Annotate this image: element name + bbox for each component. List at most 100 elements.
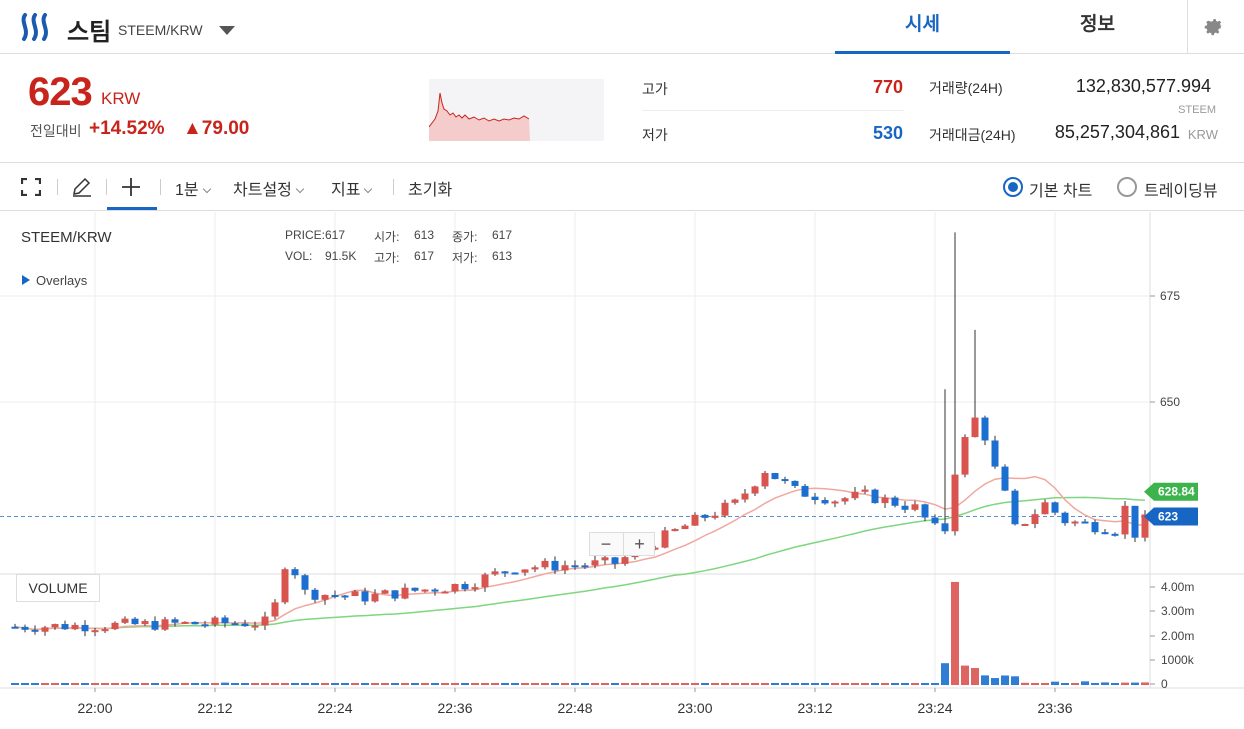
volume-bar — [131, 683, 139, 685]
crosshair-icon[interactable] — [121, 177, 141, 197]
candle-body — [381, 590, 389, 594]
candle-body — [161, 619, 169, 630]
tab-info[interactable]: 정보 — [1080, 14, 1115, 35]
chart-settings-menu[interactable]: 차트설정 — [233, 176, 305, 200]
candle-body — [441, 591, 449, 594]
volume-bar — [421, 683, 429, 685]
interval-select[interactable]: 1분 — [175, 176, 211, 200]
candle-body — [621, 557, 629, 564]
volume-bar — [1101, 682, 1109, 685]
volume-bar — [681, 683, 689, 685]
coin-select-dropdown-icon[interactable] — [219, 26, 235, 35]
volume-bar — [741, 683, 749, 685]
volume-bar — [451, 683, 459, 685]
basic-chart-radio[interactable] — [1003, 177, 1023, 197]
open-value: 613 — [414, 228, 435, 242]
time-tick-label: 23:12 — [797, 700, 832, 716]
volume-bar — [1091, 683, 1099, 685]
volume-bar — [1011, 676, 1019, 685]
tab-price[interactable]: 시세 — [835, 0, 1010, 54]
candle-body — [1061, 512, 1069, 524]
time-tick-label: 23:00 — [677, 700, 712, 716]
candle-body — [1041, 502, 1049, 515]
time-tick-label: 22:12 — [197, 700, 232, 716]
gear-icon[interactable] — [1203, 15, 1225, 37]
volume-bar — [251, 683, 259, 685]
tradingview-radio[interactable] — [1117, 177, 1137, 197]
candle-body — [1121, 505, 1129, 535]
candle-body — [1101, 532, 1109, 535]
toolbar-separator — [160, 179, 161, 195]
volume-bar — [981, 675, 989, 685]
pencil-icon[interactable] — [71, 177, 93, 197]
candle-body — [881, 497, 889, 504]
candle-body — [251, 625, 259, 628]
current-price-tag — [1144, 507, 1198, 526]
volume-bar — [1141, 682, 1149, 685]
volume-bar — [1031, 683, 1039, 685]
high-label: 고가: — [374, 251, 400, 265]
candle-body — [551, 560, 559, 571]
candle-body — [901, 505, 909, 510]
chevron-down-icon — [364, 184, 373, 194]
candle-body — [201, 624, 209, 627]
low-value: 613 — [492, 249, 513, 263]
chevron-down-icon — [295, 184, 305, 194]
candle-body — [361, 591, 369, 602]
candle-body — [1081, 521, 1089, 524]
volume-bar — [461, 683, 469, 685]
basic-chart-label[interactable]: 기본 차트 — [1029, 183, 1093, 200]
volume-bar — [641, 683, 649, 685]
candle-body — [671, 529, 679, 532]
fullscreen-icon[interactable] — [21, 178, 41, 196]
candle-body — [991, 440, 999, 467]
reset-button[interactable]: 초기화 — [408, 182, 453, 199]
candle-body — [1031, 514, 1039, 524]
stat-separator — [642, 110, 904, 111]
tradingview-label[interactable]: 트레이딩뷰 — [1144, 183, 1218, 200]
close-label: 종가: — [452, 230, 478, 244]
candle-body — [731, 499, 739, 503]
candle-body — [971, 417, 979, 438]
chart-settings-label: 차트설정 — [233, 182, 292, 199]
candle-body — [601, 557, 609, 561]
candle-body — [1071, 521, 1079, 524]
volume-bar — [1121, 682, 1129, 685]
chart-toolbar: 1분 차트설정 지표 초기화 기본 차트 트레이딩뷰 — [0, 164, 1244, 211]
chart-area[interactable]: 650 675 4.00m 3.00m 2.00m 1000k 0 22:00 22:12 22:… — [0, 212, 1244, 729]
volume-bar — [861, 683, 869, 685]
candle-body — [961, 437, 969, 475]
zoom-out-button[interactable]: − — [600, 534, 612, 554]
change-amount: ▲79.00 — [183, 118, 250, 139]
candle-body — [31, 629, 39, 632]
volume-bar — [301, 683, 309, 685]
candle-body — [191, 621, 199, 625]
tab-divider — [1187, 0, 1188, 54]
volume-bar — [371, 683, 379, 685]
volume-bar — [1111, 683, 1119, 685]
candle-body — [681, 525, 689, 530]
overlays-toggle[interactable]: Overlays — [22, 273, 87, 288]
volume-bar — [991, 678, 999, 685]
zoom-in-button[interactable]: + — [623, 533, 655, 555]
indicators-menu[interactable]: 지표 — [331, 176, 373, 200]
time-tick-label: 23:24 — [917, 700, 952, 716]
volume-panel-button[interactable]: VOLUME — [16, 574, 100, 602]
candle-body — [281, 569, 289, 603]
candle-body — [571, 565, 579, 568]
candle-body — [701, 514, 709, 518]
candle-body — [1011, 490, 1019, 525]
current-price-tag-label: 623 — [1158, 509, 1178, 523]
candle-body — [661, 530, 669, 548]
candle-body — [461, 584, 469, 590]
candle-body — [691, 514, 699, 526]
volume-bar — [411, 683, 419, 685]
candlestick-chart[interactable]: 650 675 4.00m 3.00m 2.00m 1000k 0 22:00 22:12 22:… — [0, 212, 1244, 729]
volume-bar — [751, 683, 759, 685]
low-label: 저가 — [642, 127, 668, 143]
volume-bar — [551, 683, 559, 685]
volume-bar — [811, 683, 819, 685]
candle-body — [301, 575, 309, 590]
candle-body — [591, 560, 599, 566]
candle-body — [801, 485, 809, 497]
